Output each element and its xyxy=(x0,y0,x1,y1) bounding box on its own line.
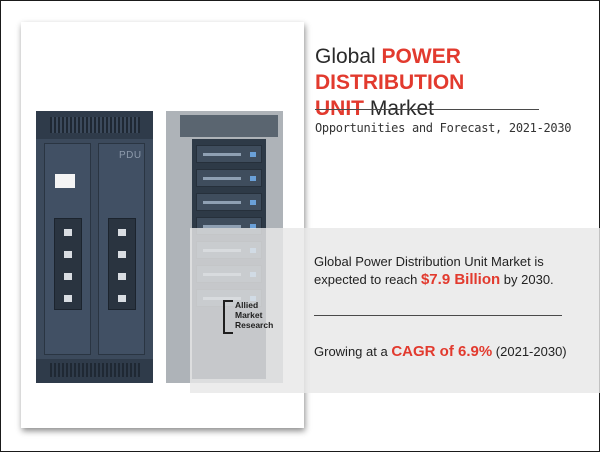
pdu-outlet xyxy=(64,273,72,280)
cagr-lead: Growing at a xyxy=(314,344,392,359)
stats-divider xyxy=(314,315,562,316)
logo-text: Allied Market Research xyxy=(235,300,273,330)
pdu-outlet xyxy=(118,251,126,258)
pdu-label: PDU xyxy=(119,150,142,161)
market-size-tail: by 2030. xyxy=(500,272,554,287)
report-title: Global POWER DISTRIBUTION UNIT Market xyxy=(315,44,595,122)
pdu-outlet xyxy=(118,229,126,236)
pdu-bottom-vent xyxy=(50,363,140,377)
pdu-top-panel xyxy=(36,111,153,139)
pdu-display-screen xyxy=(55,174,75,188)
cagr-statement: Growing at a CAGR of 6.9% (2021-2030) xyxy=(314,343,596,360)
pdu-outlet xyxy=(64,229,72,236)
pdu-cabinet-illustration: PDU xyxy=(36,111,153,383)
pdu-outlet xyxy=(118,295,126,302)
logo-line-1: Allied xyxy=(235,300,259,310)
stats-overlay-box xyxy=(190,228,600,393)
cagr-tail: (2021-2030) xyxy=(492,344,567,359)
title-highlight-line1: POWER DISTRIBUTION xyxy=(315,45,465,94)
pdu-outlet xyxy=(64,251,72,258)
market-size-lead: Global Power Distribution Unit Market is… xyxy=(314,254,544,287)
pdu-right-door: PDU xyxy=(98,143,145,355)
pdu-right-outlet-panel xyxy=(108,218,136,310)
title-divider xyxy=(315,109,539,110)
rack-unit xyxy=(196,169,262,187)
rack-top-bar xyxy=(180,115,278,137)
rack-unit xyxy=(196,145,262,163)
pdu-top-vent xyxy=(50,117,140,133)
pdu-bottom-panel xyxy=(36,359,153,383)
pdu-outlet xyxy=(118,273,126,280)
logo-bracket-icon xyxy=(223,300,233,334)
pdu-left-door xyxy=(44,143,91,355)
market-size-value: $7.9 Billion xyxy=(420,271,501,288)
logo-line-3: Research xyxy=(235,320,274,330)
pdu-left-outlet-panel xyxy=(54,218,82,310)
rack-unit xyxy=(196,193,262,211)
title-highlight-line2: UNIT xyxy=(315,97,364,120)
allied-market-research-logo: Allied Market Research xyxy=(223,300,293,340)
market-size-statement: Global Power Distribution Unit Market is… xyxy=(314,253,596,289)
pdu-outlet xyxy=(64,295,72,302)
title-prefix: Global xyxy=(315,45,382,68)
cagr-value: CAGR of 6.9% xyxy=(391,343,493,360)
logo-line-2: Market xyxy=(235,310,263,320)
report-subtitle: Opportunities and Forecast, 2021-2030 xyxy=(315,121,572,135)
title-suffix: Market xyxy=(364,97,435,120)
